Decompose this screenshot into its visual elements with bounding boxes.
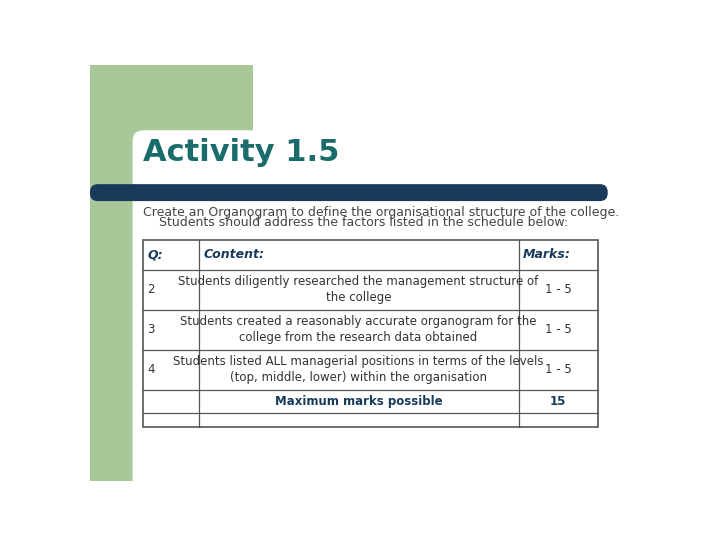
Text: 1 - 5: 1 - 5 bbox=[545, 283, 572, 296]
Text: 1 - 5: 1 - 5 bbox=[545, 363, 572, 376]
FancyBboxPatch shape bbox=[90, 184, 608, 201]
Text: 4: 4 bbox=[148, 363, 155, 376]
Text: 15: 15 bbox=[550, 395, 567, 408]
Text: Students should address the factors listed in the schedule below:: Students should address the factors list… bbox=[143, 215, 568, 229]
Bar bbox=[132, 152, 648, 481]
Text: Students created a reasonably accurate organogram for the
college from the resea: Students created a reasonably accurate o… bbox=[180, 315, 537, 345]
Text: Create an Organogram to define the organisational structure of the college.: Create an Organogram to define the organ… bbox=[143, 206, 619, 219]
Text: 2: 2 bbox=[148, 283, 155, 296]
Bar bbox=[132, 65, 253, 153]
Text: 1 - 5: 1 - 5 bbox=[545, 323, 572, 336]
Text: Students listed ALL managerial positions in terms of the levels
(top, middle, lo: Students listed ALL managerial positions… bbox=[174, 355, 544, 384]
Bar bbox=[143, 240, 598, 427]
Text: Students diligently researched the management structure of
the college: Students diligently researched the manag… bbox=[179, 275, 539, 305]
Text: Maximum marks possible: Maximum marks possible bbox=[275, 395, 442, 408]
Text: 3: 3 bbox=[148, 323, 155, 336]
Bar bbox=[90, 65, 132, 481]
Text: Q:: Q: bbox=[148, 248, 163, 261]
Text: Activity 1.5: Activity 1.5 bbox=[143, 138, 339, 167]
Text: Marks:: Marks: bbox=[523, 248, 571, 261]
Text: Content:: Content: bbox=[203, 248, 264, 261]
FancyBboxPatch shape bbox=[132, 130, 659, 491]
